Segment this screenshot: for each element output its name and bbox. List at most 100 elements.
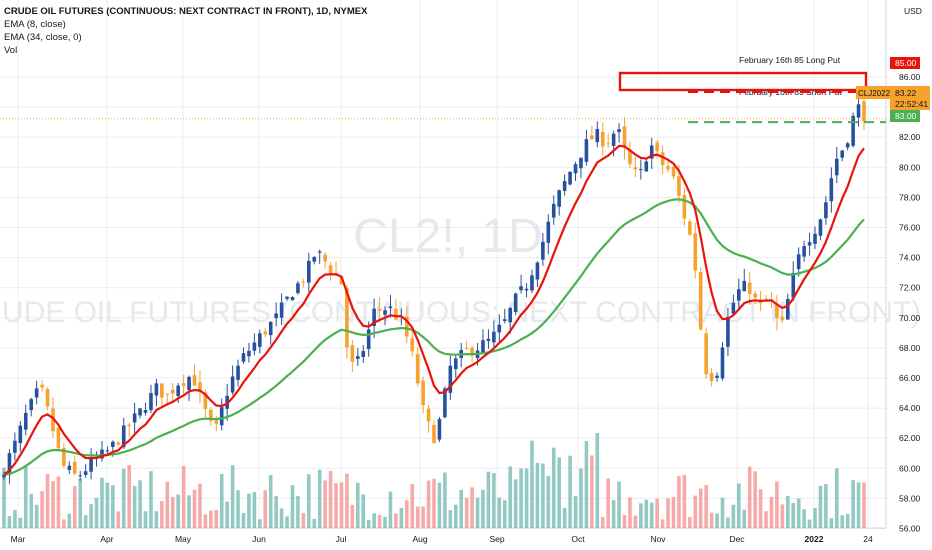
x-tick-label: Jul xyxy=(336,534,347,544)
price-axis[interactable]: 56.00 58.00 60.00 62.00 64.00 66.00 68.00 70.00… xyxy=(899,72,921,533)
candle-body xyxy=(671,167,676,177)
volume-bar xyxy=(328,471,333,528)
volume-bar xyxy=(834,468,839,528)
volume-bar xyxy=(639,503,643,528)
volume-bar xyxy=(334,483,338,528)
candle-body xyxy=(111,441,115,447)
volume-bar xyxy=(453,504,458,528)
candle-body xyxy=(568,171,572,185)
volume-bar xyxy=(40,491,44,528)
volume-bar xyxy=(524,468,529,528)
y-tick-label: 76.00 xyxy=(899,222,921,232)
candle-body xyxy=(214,420,219,424)
candle-body xyxy=(851,115,855,146)
candle-body xyxy=(649,145,654,159)
volume-bar xyxy=(502,500,507,528)
volume-bar xyxy=(116,511,121,528)
volume-bar xyxy=(611,500,616,528)
volume-bars xyxy=(2,432,866,528)
volume-bar xyxy=(432,478,436,528)
candle-body xyxy=(121,425,126,448)
volume-bar xyxy=(355,482,360,528)
volume-bar xyxy=(437,482,442,528)
volume-bar xyxy=(633,515,638,528)
volume-bar xyxy=(644,499,649,528)
volume-bar xyxy=(62,519,66,528)
volume-bar xyxy=(78,478,83,528)
volume-bar xyxy=(45,474,50,528)
y-tick-label: 68.00 xyxy=(899,343,921,353)
volume-bar xyxy=(568,455,572,528)
candle-body xyxy=(737,289,741,301)
legend-ema-slow: EMA (34, close, 0) xyxy=(4,32,82,43)
volume-bar xyxy=(214,509,219,528)
volume-bar xyxy=(628,497,632,528)
volume-bar xyxy=(274,496,278,528)
candle-body xyxy=(361,351,366,357)
volume-bar xyxy=(361,494,366,528)
volume-bar xyxy=(241,512,246,528)
volume-bar xyxy=(421,506,425,528)
countdown-text: 22:52:41 xyxy=(895,99,928,109)
candle-body xyxy=(83,471,88,475)
volume-bar xyxy=(377,515,382,528)
y-tick-label: 64.00 xyxy=(899,403,921,413)
candle-body xyxy=(606,143,610,145)
y-tick-label: 56.00 xyxy=(899,523,921,533)
candle-body xyxy=(840,150,845,158)
candle-body xyxy=(7,453,12,475)
candle-body xyxy=(677,176,681,196)
candle-body xyxy=(176,385,180,396)
candle-body xyxy=(230,376,235,393)
candle-body xyxy=(502,319,507,322)
candle-body xyxy=(40,384,44,388)
candle-body xyxy=(72,461,77,474)
volume-bar xyxy=(67,513,72,528)
volume-bar xyxy=(100,477,104,528)
candle-body xyxy=(181,383,186,386)
y-tick-label: 82.00 xyxy=(899,132,921,142)
candle-body xyxy=(62,448,66,466)
candle-body xyxy=(595,128,600,143)
x-tick-label: Sep xyxy=(489,534,504,544)
volume-bar xyxy=(486,471,491,528)
level-85-tag xyxy=(890,57,920,69)
volume-bar xyxy=(404,500,409,528)
candle-body xyxy=(415,354,420,384)
candle-body xyxy=(236,365,240,380)
candle-body xyxy=(551,203,556,218)
candle-body xyxy=(633,167,638,170)
volume-bar xyxy=(459,489,464,528)
volume-bar xyxy=(323,480,327,528)
volume-bar xyxy=(296,496,300,528)
candle-body xyxy=(100,449,104,459)
volume-bar xyxy=(317,469,322,528)
volume-bar xyxy=(464,497,469,528)
volume-bar xyxy=(481,489,485,528)
y-tick-label: 58.00 xyxy=(899,493,921,503)
candle-body xyxy=(785,298,790,320)
volume-bar xyxy=(23,465,28,528)
x-tick-label: 24 xyxy=(863,534,873,544)
volume-bar xyxy=(279,508,284,528)
candle-body xyxy=(198,382,202,392)
volume-bar xyxy=(29,493,34,528)
watermark-name: CRUDE OIL FUTURES (CONTINUOUS: NEXT CONT… xyxy=(0,296,921,329)
time-axis[interactable]: Mar Apr May Jun Jul Aug Sep Oct Nov Dec 2022 24 xyxy=(11,534,873,544)
volume-bar xyxy=(154,511,159,528)
volume-bar xyxy=(138,480,142,528)
volume-bar xyxy=(132,485,137,528)
candle-body xyxy=(312,256,317,262)
candle-body xyxy=(562,181,567,191)
volume-bar xyxy=(508,466,513,528)
candle-body xyxy=(639,169,643,171)
candle-body xyxy=(453,358,458,370)
y-tick-label: 80.00 xyxy=(899,162,921,172)
level-83-text: 83.00 xyxy=(895,111,917,121)
y-tick-label: 70.00 xyxy=(899,313,921,323)
candle-body xyxy=(535,262,540,280)
volume-bar xyxy=(720,497,725,528)
candle-body xyxy=(590,135,594,140)
volume-bar xyxy=(655,498,659,528)
